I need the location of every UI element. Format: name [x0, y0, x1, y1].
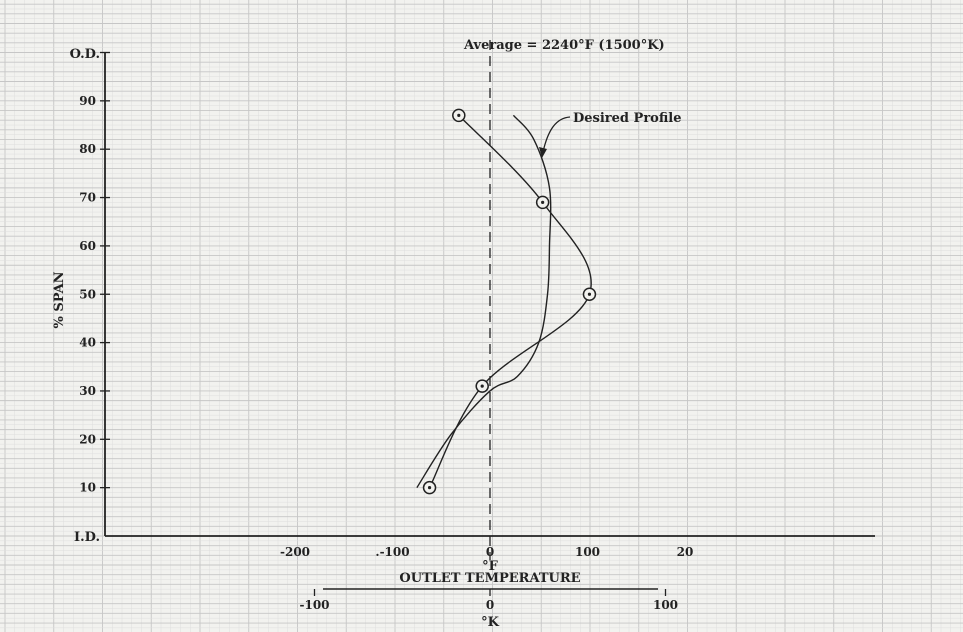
x-tick-label-f: -200 — [280, 545, 310, 559]
data-point-marker — [452, 108, 466, 123]
average-annotation: Average = 2240°F (1500°K) — [463, 38, 665, 53]
y-tick-label: 20 — [79, 432, 96, 446]
y-tick-label: 70 — [79, 191, 96, 205]
x-tick-label-f: .-100 — [375, 545, 409, 559]
desired-profile-line — [416, 114, 552, 489]
y-tick-label: 40 — [79, 336, 96, 350]
desired-profile-label: Desired Profile — [573, 111, 682, 126]
data-point-marker — [582, 287, 597, 301]
x-tick-label-k: 100 — [653, 598, 678, 612]
y-axis-title: % SPAN — [52, 271, 67, 328]
x-unit-f-label: °F — [482, 559, 499, 574]
chart-ticks: 10 20 30 40 50 60 70 80 90 -200 .-100 0 100 20 -100 0 10… — [79, 51, 694, 612]
data-point-marker — [535, 195, 550, 210]
chart-lines — [416, 114, 592, 489]
x-tick-label-f: 0 — [486, 545, 494, 559]
x-tick-label-k: 0 — [486, 598, 494, 612]
y-axis-od-label: O.D. — [70, 47, 100, 62]
y-tick-label: 60 — [79, 239, 96, 253]
x-axis-title: OUTLET TEMPERATURE — [399, 571, 580, 586]
data-point-marker — [422, 480, 437, 495]
y-tick-label: 50 — [79, 287, 96, 301]
x-tick-label-f: 100 — [575, 545, 600, 559]
x-unit-k-label: °K — [481, 615, 500, 630]
x-tick-label-k: -100 — [299, 598, 329, 612]
y-tick-label: 80 — [79, 142, 96, 156]
desired-profile-leader — [539, 116, 571, 158]
chart-markers — [422, 108, 597, 495]
y-tick-label: 10 — [79, 481, 96, 495]
y-axis-id-label: I.D. — [74, 530, 100, 545]
data-point-marker — [475, 379, 489, 393]
y-tick-label: 30 — [79, 384, 96, 398]
x-tick-label-f: 20 — [677, 545, 694, 559]
y-tick-label: 90 — [79, 94, 96, 108]
